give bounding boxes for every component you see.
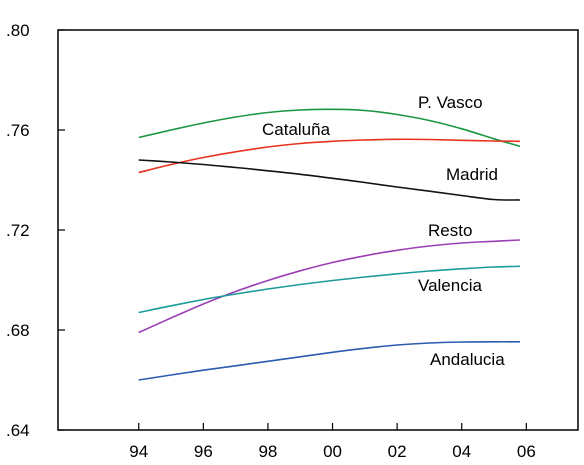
x-axis-ticks: 94 96 98 00 02 04 06 — [129, 423, 536, 461]
series-line-valencia — [138, 265, 520, 314]
series-line-p-vasco — [138, 108, 521, 148]
series-line-catalu-a — [138, 138, 520, 174]
x-tick-label: 02 — [388, 442, 407, 461]
x-tick-label: 98 — [258, 442, 277, 461]
series-label-valencia: Valencia — [418, 276, 482, 295]
series-line-andalucia — [138, 340, 520, 381]
x-tick-label: 04 — [452, 442, 471, 461]
series-label-p-vasco: P. Vasco — [418, 93, 483, 112]
y-tick-label: .80 — [6, 21, 30, 40]
series-label-resto: Resto — [428, 221, 472, 240]
y-tick-label: .64 — [6, 421, 30, 440]
x-tick-label: 06 — [517, 442, 536, 461]
series-line-madrid — [138, 159, 520, 201]
y-tick-label: .76 — [6, 121, 30, 140]
series-labels: P. Vasco Cataluña Madrid Resto Valencia … — [262, 93, 505, 369]
x-tick-label: 94 — [129, 442, 148, 461]
x-tick-label: 96 — [194, 442, 213, 461]
series-label-andalucia: Andalucia — [430, 350, 505, 369]
y-tick-label: .72 — [6, 221, 30, 240]
series-line-resto — [138, 239, 520, 334]
y-tick-label: .68 — [6, 321, 30, 340]
series-lines — [138, 108, 521, 381]
plot-frame — [57, 29, 579, 431]
y-axis-ticks: .64 .68 .72 .76 .80 — [6, 21, 65, 440]
series-label-madrid: Madrid — [446, 165, 498, 184]
series-label-cataluna: Cataluña — [262, 120, 331, 139]
x-tick-label: 00 — [323, 442, 342, 461]
